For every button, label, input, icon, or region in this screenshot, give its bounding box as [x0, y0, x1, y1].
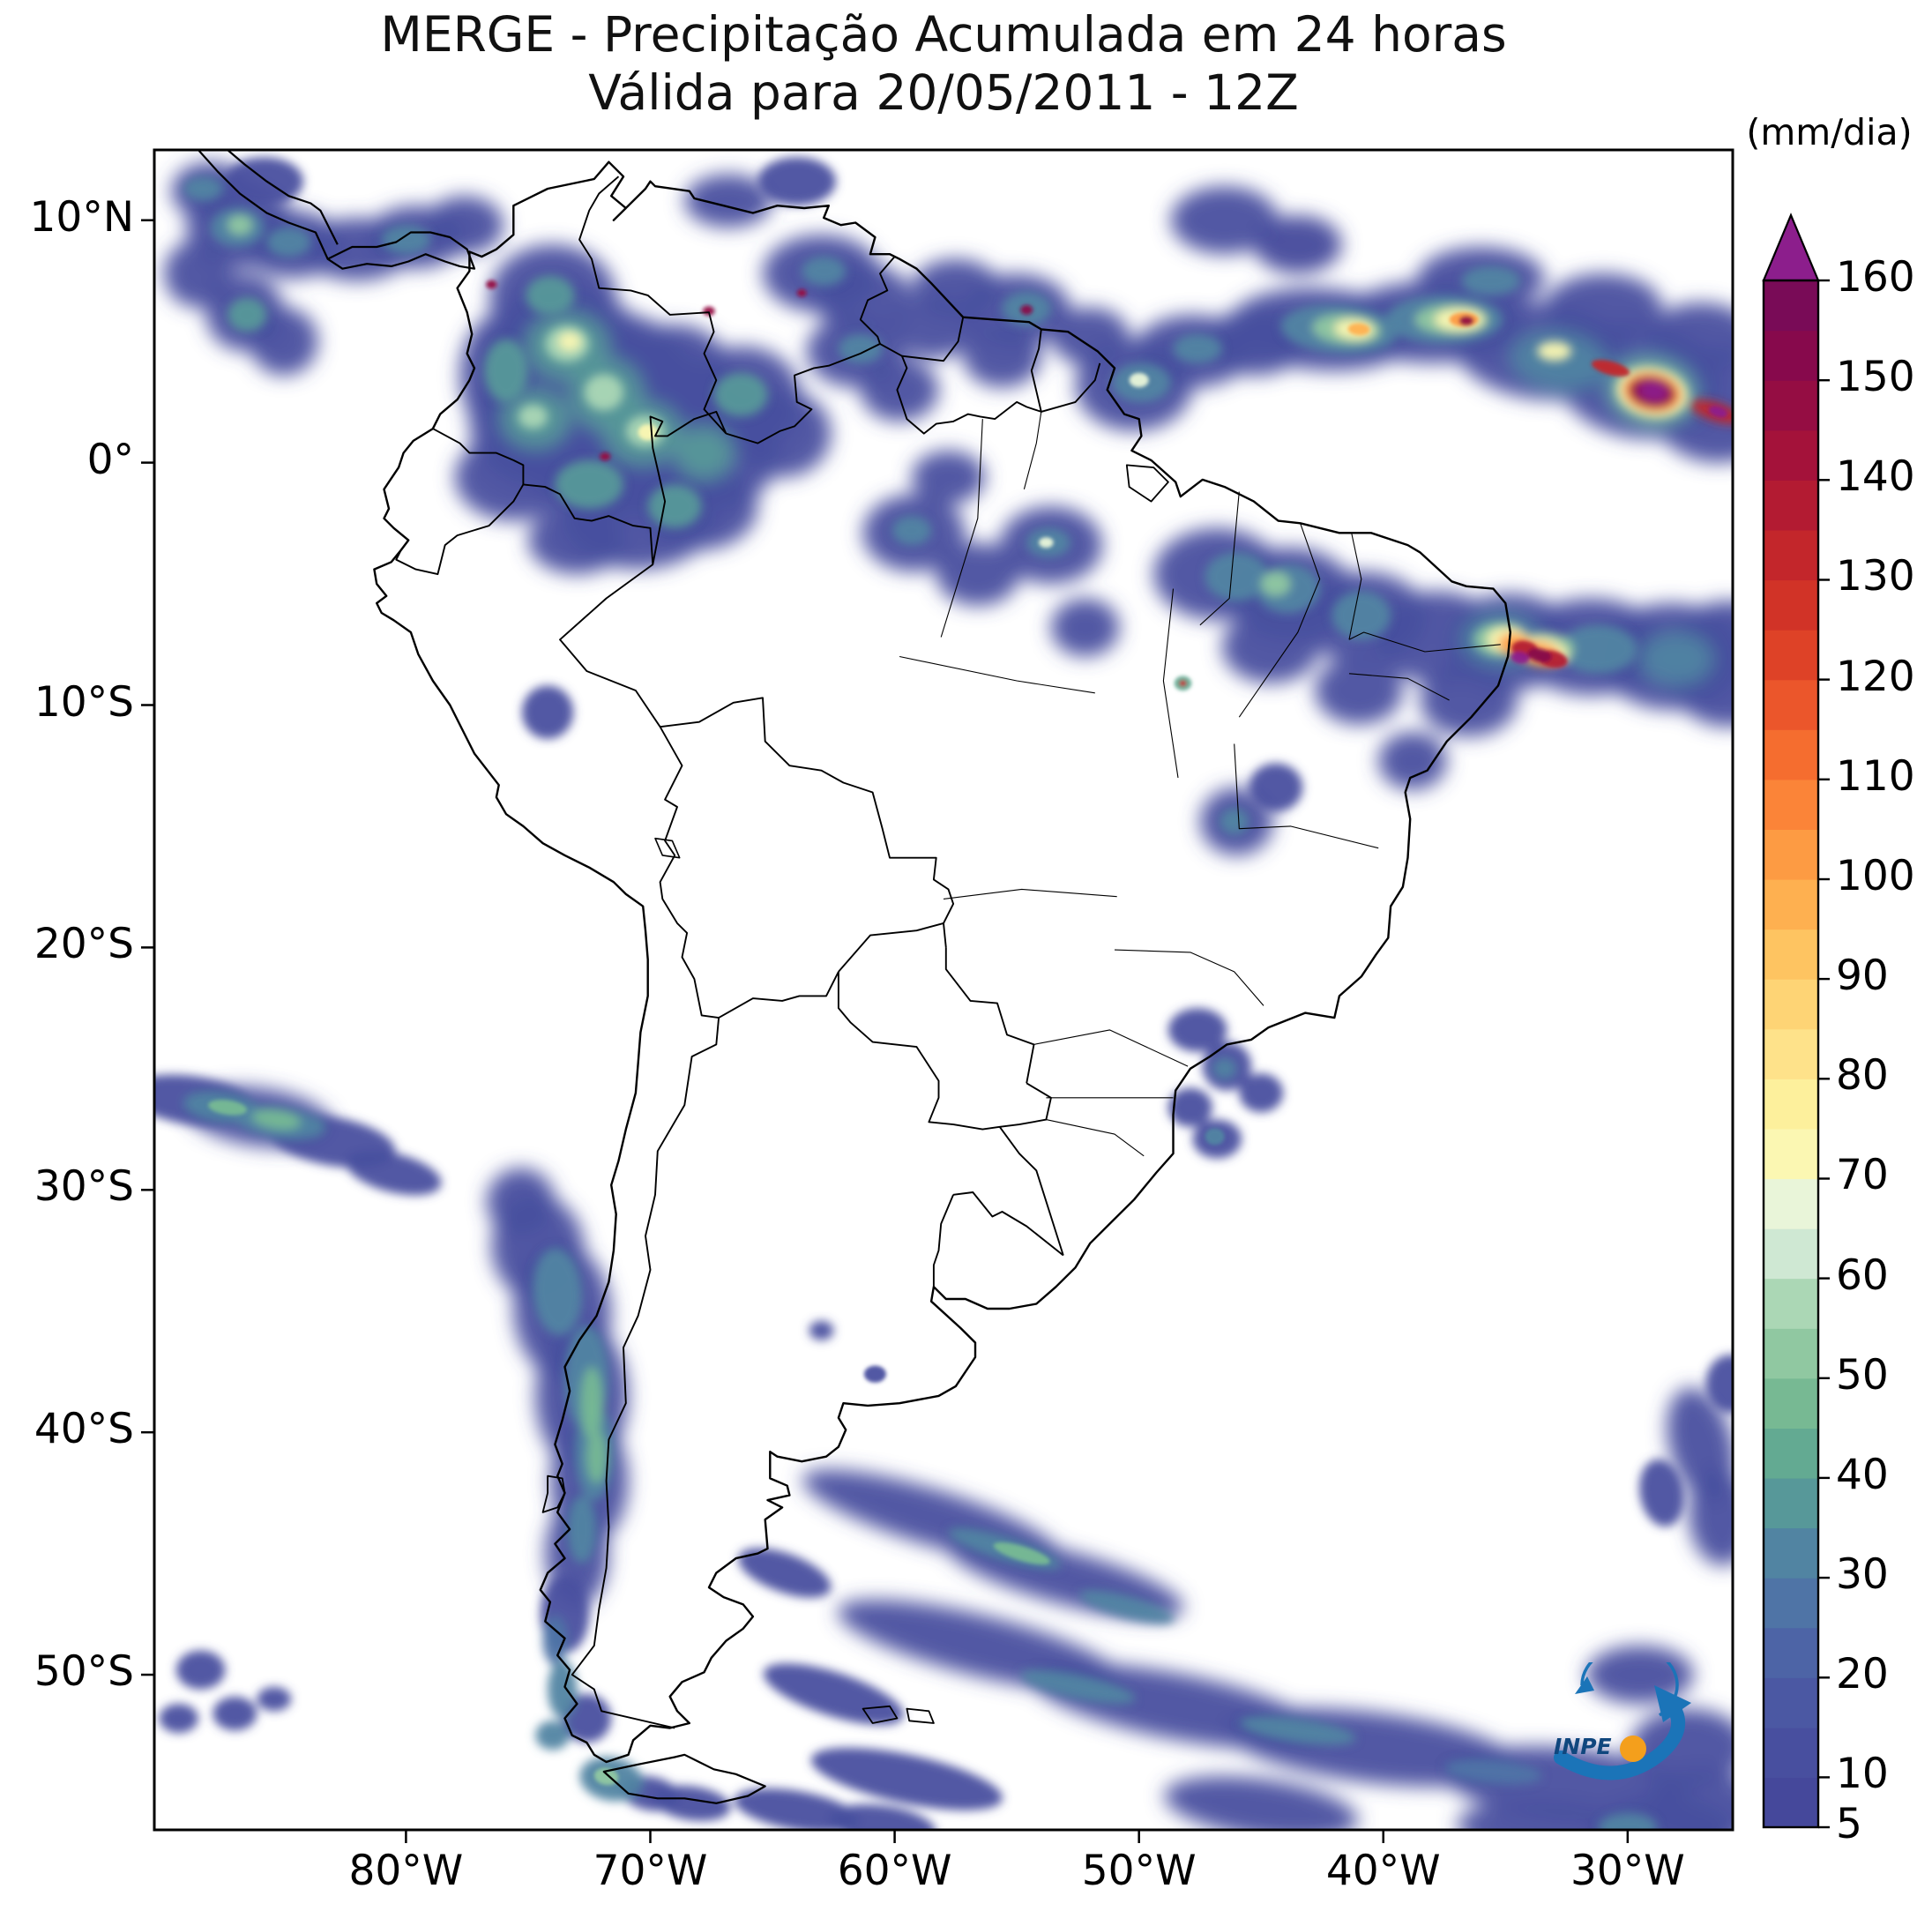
y-tick-label: 10°N	[29, 192, 134, 242]
colorbar-tick-label: 140	[1836, 452, 1915, 502]
x-tick-label: 70°W	[593, 1847, 708, 1895]
x-tick-label: 80°W	[348, 1847, 464, 1895]
inpe-logo-graphic: INPE	[1554, 1645, 1691, 1780]
y-tick-label: 50°S	[34, 1647, 134, 1697]
inpe-logo-swoosh-arrowhead-icon	[1654, 1685, 1691, 1722]
y-tick-label: 30°S	[34, 1162, 134, 1212]
colorbar-tick-label: 100	[1836, 851, 1915, 900]
colorbar-tick-label: 130	[1836, 552, 1915, 601]
colorbar-tick-label: 70	[1836, 1151, 1889, 1200]
inpe-logo-swoosh-icon	[1554, 1698, 1686, 1780]
colorbar-tick-label: 50	[1836, 1350, 1889, 1400]
colorbar-tick-label: 90	[1836, 952, 1889, 1001]
precipitation-field-layer	[154, 157, 1733, 1830]
colorbar-tick-label: 20	[1836, 1650, 1889, 1699]
inpe-logo-orange-dot-icon	[1620, 1736, 1646, 1762]
colorbar-tick-label: 40	[1836, 1450, 1889, 1499]
colorbar-tick-label: 5	[1836, 1800, 1862, 1848]
x-tick-label: 40°W	[1325, 1847, 1441, 1895]
y-tick-label: 40°S	[34, 1405, 134, 1454]
inpe-logo: INPE	[1525, 1645, 1715, 1799]
x-tick-label: 60°W	[837, 1847, 952, 1895]
colorbar-tick-label: 80	[1836, 1051, 1889, 1101]
inpe-logo-text: INPE	[1554, 1734, 1612, 1759]
colorbar-tick-label: 120	[1836, 652, 1915, 701]
colorbar-tick-label: 160	[1836, 253, 1915, 302]
colorbar-tick-label: 60	[1836, 1250, 1889, 1300]
plot-frame	[153, 148, 1734, 1832]
colorbar-tick-label: 110	[1836, 751, 1915, 801]
figure-title-line2: Válida para 20/05/2011 - 12Z	[588, 64, 1299, 121]
y-tick-label: 0°	[86, 435, 134, 484]
x-tick-label: 50°W	[1081, 1847, 1197, 1895]
colorbar-unit-label: (mm/dia)	[1746, 111, 1913, 153]
y-tick-label: 10°S	[34, 677, 134, 727]
colorbar-tick-label: 150	[1836, 353, 1915, 402]
axis-tick-marks	[141, 219, 1630, 1843]
coastline-borders-layer	[198, 150, 1511, 1804]
colorbar-tick-label: 30	[1836, 1550, 1889, 1600]
colorbar-tick-label: 10	[1836, 1750, 1889, 1799]
colorbar	[1762, 213, 1830, 1829]
y-tick-label: 20°S	[34, 920, 134, 969]
figure-title-line1: MERGE - Precipitação Acumulada em 24 hor…	[380, 6, 1507, 63]
inpe-logo-thin-arrowhead-icon	[1575, 1676, 1594, 1694]
x-tick-label: 30°W	[1570, 1847, 1685, 1895]
